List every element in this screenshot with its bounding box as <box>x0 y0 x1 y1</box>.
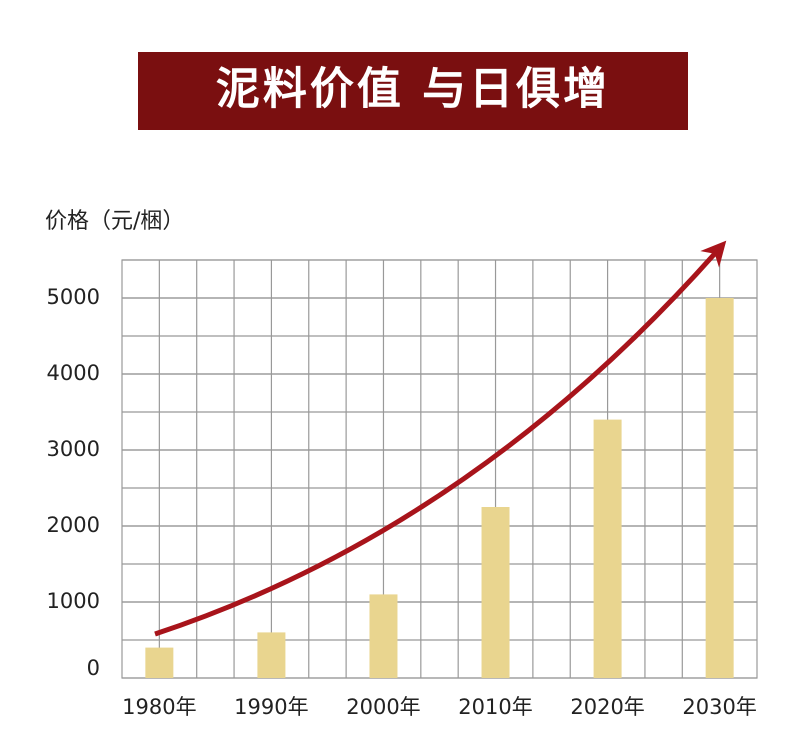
y-tick-label: 3000 <box>47 437 100 461</box>
y-tick-label: 0 <box>87 656 100 680</box>
x-tick-label: 2010年 <box>458 695 532 719</box>
bars <box>145 298 734 678</box>
x-tick-label: 2020年 <box>570 695 644 719</box>
x-tick-label: 2000年 <box>346 695 420 719</box>
bar <box>369 594 398 678</box>
y-tick-label: 5000 <box>47 285 100 309</box>
x-tick-label: 2030年 <box>682 695 756 719</box>
bar <box>593 419 622 678</box>
x-tick-label: 1980年 <box>122 695 196 719</box>
grid <box>121 259 758 679</box>
y-tick-label: 1000 <box>47 589 100 613</box>
y-tick-label: 2000 <box>47 513 100 537</box>
chart-title: 泥料价值 与日俱增 <box>216 64 610 115</box>
plot-frame <box>121 259 758 679</box>
trend-arrow <box>154 240 727 637</box>
y-axis-label: 价格（元/梱） <box>45 209 184 234</box>
bar <box>705 298 734 678</box>
y-tick-label: 4000 <box>47 361 100 385</box>
x-tick-label: 1990年 <box>234 695 308 719</box>
bar <box>145 647 174 678</box>
bar <box>481 507 510 678</box>
bar <box>257 632 286 678</box>
title-banner <box>138 52 688 130</box>
